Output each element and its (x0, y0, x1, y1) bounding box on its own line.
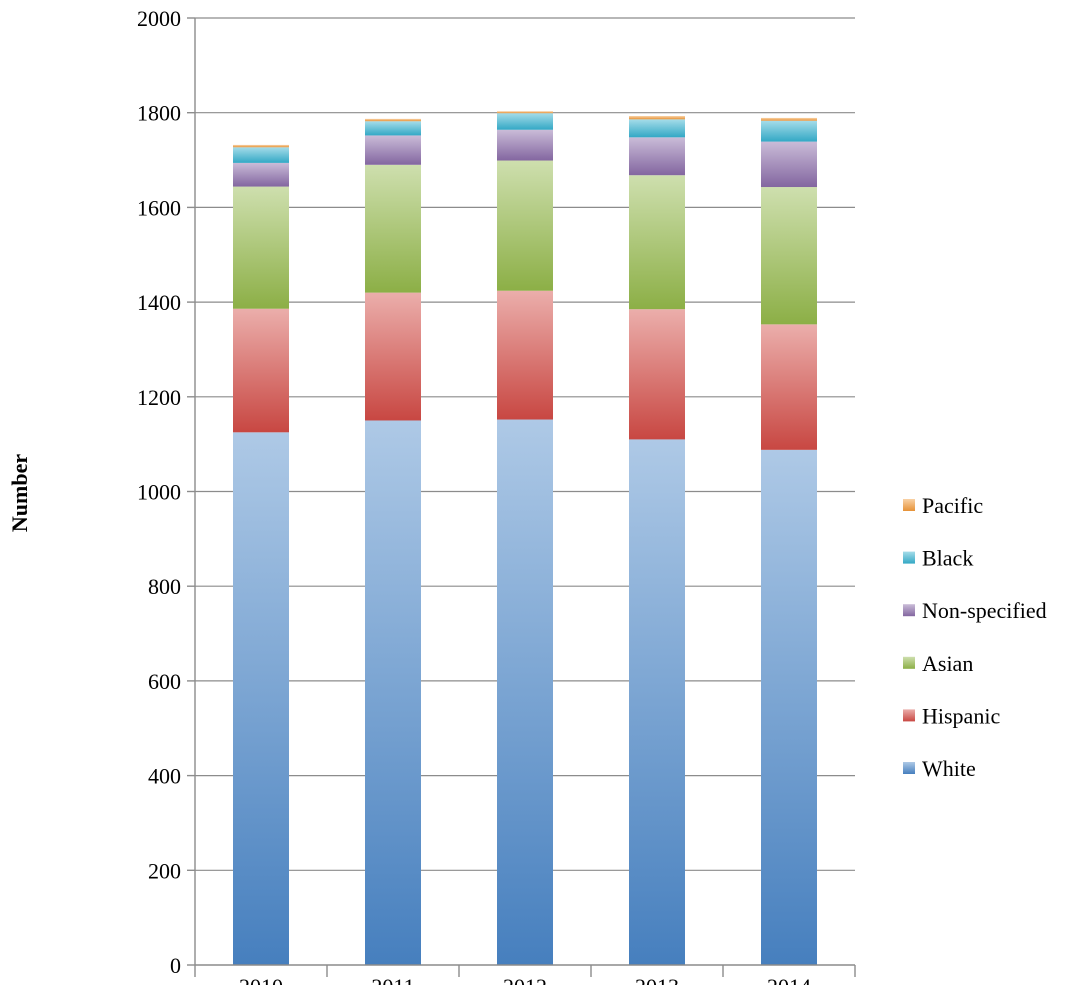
bar-2011-pacific (365, 118, 421, 122)
bar-2013-white (629, 439, 685, 965)
y-tick-label-0: 0 (170, 953, 181, 978)
axes (187, 17, 856, 977)
bar-2012-white (497, 419, 553, 965)
x-tick-label-2010: 2010 (239, 974, 283, 985)
legend-item-hispanic: Hispanic (903, 703, 1000, 728)
y-tick-label-1200: 1200 (137, 385, 181, 410)
x-tick-label-2014: 2014 (767, 974, 811, 985)
legend-item-non-specified: Non-specified (903, 598, 1047, 623)
x-tick-label-2012: 2012 (503, 974, 547, 985)
legend-item-white: White (903, 756, 976, 781)
y-tick-label-1400: 1400 (137, 290, 181, 315)
bar-2010-pacific (233, 144, 289, 148)
bar-2010-asian (233, 186, 289, 309)
bar-2013-asian (629, 175, 685, 310)
bar-2010-hispanic (233, 308, 289, 433)
bar-2014-asian (761, 187, 817, 325)
bar-2011-black (365, 121, 421, 136)
bar-2012-pacific (497, 111, 553, 114)
y-tick-label-600: 600 (148, 669, 181, 694)
bar-2010-non-specified (233, 162, 289, 187)
legend-swatch-non-specified (903, 604, 915, 617)
x-tick-labels: 2010 2011 2012 2013 2014 (239, 974, 811, 985)
bars (233, 111, 817, 966)
legend-label-pacific: Pacific (922, 493, 983, 518)
y-axis-title: Number (7, 454, 32, 532)
bar-2014-black (761, 120, 817, 142)
legend: Pacific Black Non-specified Asian Hispanic Wh… (903, 493, 1047, 781)
legend-label-asian: Asian (922, 651, 973, 676)
y-tick-label-200: 200 (148, 858, 181, 883)
bar-2013-black (629, 119, 685, 138)
bar-2011-asian (365, 164, 421, 293)
legend-item-pacific: Pacific (903, 493, 983, 518)
legend-item-black: Black (903, 546, 973, 571)
legend-swatch-pacific (903, 499, 915, 511)
legend-label-non-specified: Non-specified (922, 598, 1047, 623)
y-tick-label-2000: 2000 (137, 6, 181, 31)
x-tick-label-2011: 2011 (371, 974, 414, 985)
bar-2010-black (233, 147, 289, 163)
bar-2014-pacific (761, 117, 817, 121)
y-tick-label-1000: 1000 (137, 480, 181, 505)
y-tick-label-800: 800 (148, 574, 181, 599)
y-tick-label-400: 400 (148, 764, 181, 789)
bar-2010-white (233, 432, 289, 965)
x-tick-label-2013: 2013 (635, 974, 679, 985)
y-tick-labels: 0 200 400 600 800 1000 1200 1400 1600 1800 2000 (137, 6, 181, 978)
legend-swatch-white (903, 762, 915, 774)
bar-2014-white (761, 449, 817, 965)
legend-label-black: Black (922, 546, 973, 571)
bar-2011-hispanic (365, 292, 421, 421)
y-tick-label-1600: 1600 (137, 195, 181, 220)
bar-2012-non-specified (497, 129, 553, 161)
bar-2012-asian (497, 160, 553, 291)
bar-2012-hispanic (497, 290, 553, 420)
bar-2012-black (497, 113, 553, 130)
bar-2011-white (365, 420, 421, 966)
legend-label-hispanic: Hispanic (922, 703, 1000, 728)
legend-item-asian: Asian (903, 651, 973, 676)
bar-2014-hispanic (761, 324, 817, 450)
legend-label-white: White (922, 756, 976, 781)
legend-swatch-asian (903, 656, 915, 669)
legend-swatch-black (903, 551, 915, 564)
bar-2013-hispanic (629, 309, 685, 440)
bar-2013-non-specified (629, 137, 685, 176)
bar-2014-non-specified (761, 141, 817, 188)
legend-swatch-hispanic (903, 709, 915, 722)
bar-2011-non-specified (365, 135, 421, 165)
y-tick-label-1800: 1800 (137, 101, 181, 126)
bar-2013-pacific (629, 116, 685, 120)
